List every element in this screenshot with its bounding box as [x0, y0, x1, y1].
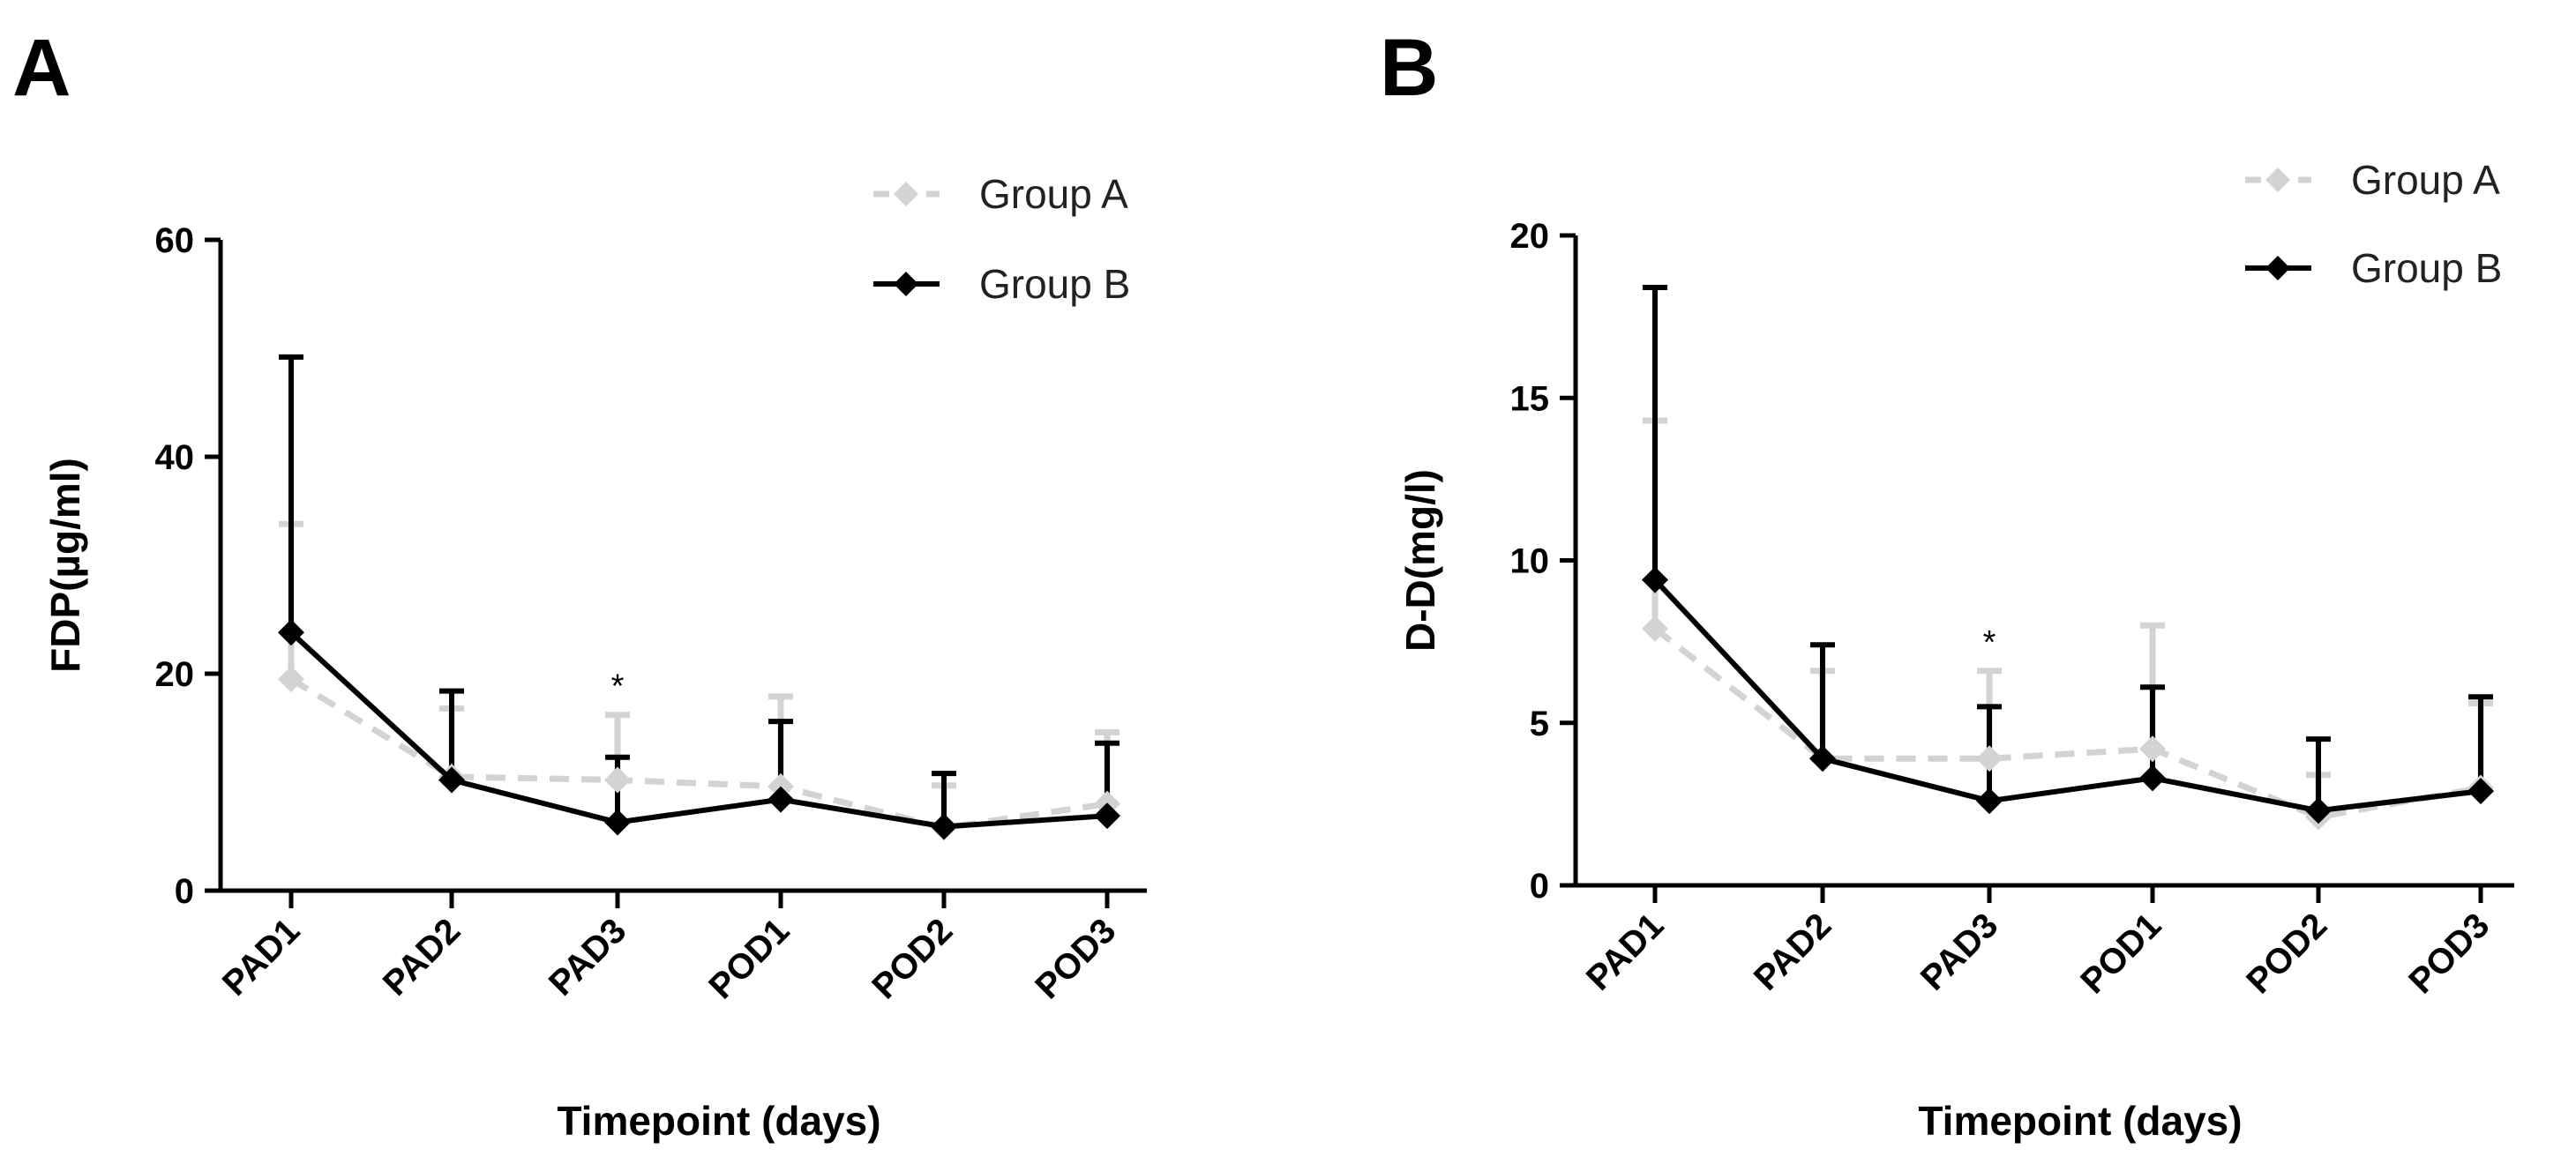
legend-label-group-a: Group A [979, 171, 1128, 217]
data-point-group-b [2305, 797, 2332, 824]
x-tick-label: PAD1 [1579, 906, 1671, 997]
y-tick-label: 20 [155, 655, 195, 694]
x-tick-label: POD3 [1028, 911, 1123, 1006]
data-point-group-a [604, 766, 631, 794]
legend-label-group-b: Group B [2351, 245, 2502, 291]
chart-panel-b: 0 5 10 15 20 PAD1 PAD2 PAD3 POD1 POD2 POD3 Timepoin… [1397, 157, 2514, 1144]
x-axis-title: Timepoint (days) [557, 1098, 880, 1144]
significance-marker: * [611, 668, 625, 705]
data-point-group-a [278, 666, 304, 693]
data-point-group-a [1976, 745, 2003, 772]
legend-marker-group-b [894, 272, 918, 296]
x-tick-label: PAD2 [1747, 906, 1838, 997]
y-tick-label: 60 [155, 221, 195, 260]
data-point-group-a [2139, 735, 2166, 763]
chart-panel-a: 0 20 40 60 PAD1 PAD2 PAD3 POD1 POD2 POD3 Timepoint… [42, 171, 1147, 1144]
data-point-group-b [1642, 566, 1668, 593]
data-point-group-b [278, 619, 304, 646]
data-point-group-b [2467, 778, 2494, 805]
legend-marker-group-b [2265, 256, 2290, 280]
data-point-group-b [931, 813, 957, 840]
y-tick-label: 40 [155, 438, 195, 477]
x-tick-label: PAD3 [1913, 906, 2005, 997]
x-tick-label: POD1 [701, 911, 797, 1006]
y-tick-label: 5 [1530, 705, 1549, 743]
legend-label-group-b: Group B [979, 261, 1130, 307]
data-point-group-b [1809, 745, 1836, 772]
legend-marker-group-a [2265, 168, 2290, 192]
x-tick-label: POD1 [2073, 906, 2168, 1001]
y-axis-title: D-D(mg/l) [1397, 469, 1443, 652]
y-tick-label: 20 [1510, 217, 1550, 256]
y-axis-title: FDP(µg/ml) [42, 458, 88, 673]
data-point-group-b [1094, 802, 1120, 830]
panel-label-b: B [1380, 23, 1438, 113]
series-line-group-a [1652, 626, 2482, 821]
series-line-group-b [1652, 578, 2482, 814]
data-point-group-b [604, 809, 631, 836]
x-tick-label: PAD2 [376, 911, 468, 1003]
x-axis-title: Timepoint (days) [1918, 1098, 2242, 1144]
legend-marker-group-a [894, 182, 918, 206]
x-tick-label: POD3 [2401, 906, 2497, 1001]
data-point-group-b [438, 766, 465, 794]
y-tick-label: 10 [1510, 542, 1550, 581]
data-point-group-a [1642, 615, 1668, 642]
x-tick-label: POD2 [865, 911, 960, 1006]
significance-marker: * [1983, 624, 1996, 661]
y-tick-label: 0 [1530, 867, 1549, 906]
series-line-group-b [288, 630, 1108, 830]
data-point-group-b [2139, 765, 2166, 792]
y-tick-label: 0 [175, 872, 194, 911]
panel-label-a: A [12, 23, 71, 113]
legend-label-group-a: Group A [2351, 157, 2500, 203]
x-tick-label: POD2 [2239, 906, 2334, 1001]
x-tick-label: PAD3 [542, 911, 633, 1003]
data-point-group-b [1976, 787, 2003, 815]
series-line-group-a [289, 676, 1108, 832]
data-point-group-b [768, 786, 794, 813]
x-tick-label: PAD1 [215, 911, 307, 1003]
y-tick-label: 15 [1510, 379, 1550, 418]
